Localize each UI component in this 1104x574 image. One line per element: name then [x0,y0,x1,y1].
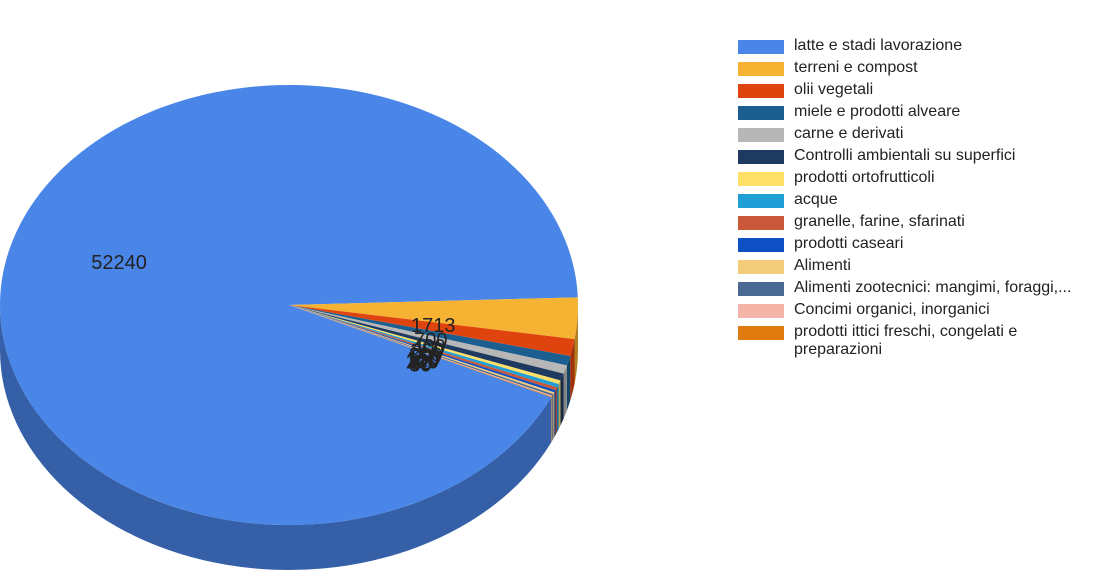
slice-side [560,373,564,426]
slice [289,297,578,340]
value-label: 150 [407,349,440,371]
slice-side [556,383,559,433]
slice [289,305,564,381]
legend-swatch [738,62,784,76]
pie-chart: 5224017137004003503001501501201008070403… [0,85,578,570]
legend-label: miele e prodotti alveare [794,103,961,120]
legend-label: Alimenti zootecnici: mangimi, foraggi,..… [794,279,1072,296]
slice-side [563,365,567,419]
legend-swatch [738,260,784,274]
legend-label: prodotti caseari [794,235,904,252]
slice-side [566,355,571,411]
legend-item: carne e derivati [738,125,1098,143]
legend-label: Alimenti [794,257,851,274]
legend-swatch [738,238,784,252]
legend-item: Alimenti zootecnici: mangimi, foraggi,..… [738,279,1098,297]
slice [289,305,571,366]
value-label: 30 [409,354,431,376]
slice [289,305,559,388]
slice-side [555,387,557,436]
legend-item: olii vegetali [738,81,1098,99]
slice-side [552,394,554,441]
legend-label: Concimi organici, inorganici [794,301,990,318]
legend-swatch [738,282,784,296]
value-label: 700 [414,330,447,352]
slice-side [574,305,578,385]
legend-item: latte e stadi lavorazione [738,37,1098,55]
legend-label: carne e derivati [794,125,904,142]
legend-label: terreni e compost [794,59,918,76]
slice-side [553,392,555,440]
legend-label: olii vegetali [794,81,874,98]
legend-item: Alimenti [738,257,1098,275]
slice-side [0,305,552,570]
legend-swatch [738,106,784,120]
legend-item: terreni e compost [738,59,1098,77]
value-label: 300 [409,344,442,366]
value-label: 52240 [91,252,147,274]
legend-item: prodotti ittici freschi, congelati e pre… [738,323,1098,359]
legend-label: prodotti ortofrutticoli [794,169,935,186]
legend-swatch [738,172,784,186]
legend-item: acque [738,191,1098,209]
legend-item: granelle, farine, sfarinati [738,213,1098,231]
slice [289,305,555,395]
legend-swatch [738,150,784,164]
value-label: 350 [410,341,443,363]
legend-item: prodotti ortofrutticoli [738,169,1098,187]
legend-swatch [738,40,784,54]
legend-label: Controlli ambientali su superfici [794,147,1016,164]
legend-item: prodotti caseari [738,235,1098,253]
slice [289,305,561,384]
legend-swatch [738,194,784,208]
legend-swatch [738,216,784,230]
slice-side [570,339,575,401]
slice-side [551,395,553,442]
value-label: 1713 [411,315,456,337]
value-label: 80 [410,352,432,374]
legend-swatch [738,326,784,340]
slice [289,305,554,396]
legend: latte e stadi lavorazione terreni e compo… [738,37,1098,363]
legend-label: latte e stadi lavorazione [794,37,963,54]
legend-swatch [738,304,784,318]
slice [289,305,575,356]
value-label: 100 [405,351,438,373]
legend-swatch [738,84,784,98]
slice [289,305,556,393]
legend-item: miele e prodotti alveare [738,103,1098,121]
legend-label: acque [794,191,838,208]
legend-label: prodotti ittici freschi, congelati e pre… [794,323,1018,358]
legend-item: Concimi organici, inorganici [738,301,1098,319]
slice-side [558,380,561,429]
value-label: 150 [408,347,441,369]
legend-swatch [738,128,784,142]
legend-item: Controlli ambientali su superfici [738,147,1098,165]
value-label: 120 [406,350,439,372]
value-label: 70 [410,353,432,375]
slice [289,305,557,391]
slice [0,85,578,525]
slice-side [554,390,556,438]
value-label: 40 [409,354,431,376]
slice [289,305,553,397]
legend-label: granelle, farine, sfarinati [794,213,965,230]
value-label: 400 [412,336,445,358]
slice [289,305,552,398]
slice [289,305,567,374]
